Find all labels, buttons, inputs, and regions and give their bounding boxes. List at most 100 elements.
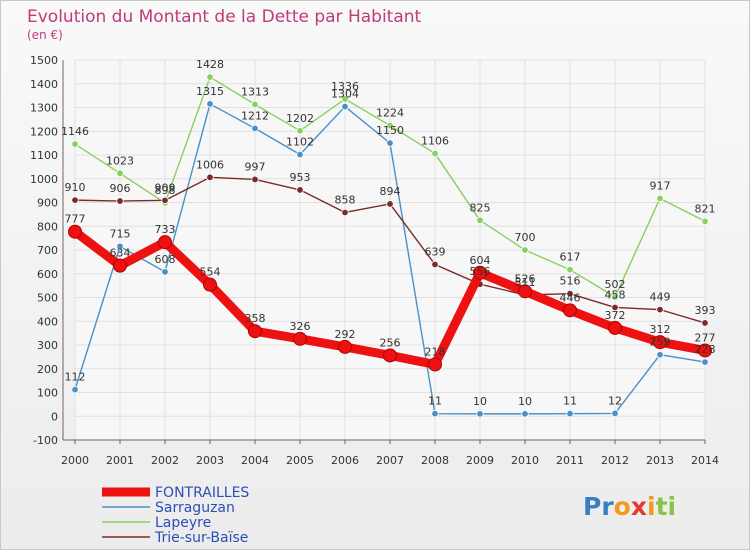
y-tick-label: 1300 <box>30 102 58 115</box>
y-tick-label: 100 <box>37 387 58 400</box>
data-label: 12 <box>608 394 622 407</box>
data-label: 1224 <box>376 107 404 120</box>
y-tick-label: 1100 <box>30 149 58 162</box>
x-tick-label: 2004 <box>241 454 269 467</box>
data-point <box>521 410 529 418</box>
data-point <box>653 335 667 350</box>
x-tick-label: 2010 <box>511 454 539 467</box>
data-point <box>431 149 439 158</box>
legend-item-label: Lapeyre <box>155 515 211 531</box>
data-label: 446 <box>560 291 581 304</box>
data-point <box>611 409 619 418</box>
data-label: 228 <box>695 343 716 356</box>
series-lapeyre <box>71 73 709 301</box>
data-point <box>701 319 709 327</box>
data-point <box>341 208 349 217</box>
data-point <box>428 357 442 372</box>
data-label: 1146 <box>61 125 89 138</box>
data-label: 1006 <box>196 158 224 171</box>
data-point <box>251 175 259 184</box>
data-label: 1304 <box>331 88 359 101</box>
logo-letter: t <box>656 492 668 521</box>
data-point <box>563 303 577 318</box>
data-point <box>338 339 352 354</box>
y-tick-label: 1500 <box>30 54 58 67</box>
data-point <box>383 348 397 363</box>
data-point <box>386 200 394 208</box>
logo-text: Proxiti <box>583 492 676 521</box>
data-label: 10 <box>518 395 532 408</box>
y-tick-label: 500 <box>37 292 58 305</box>
logo-letter: x <box>631 492 647 521</box>
x-tick-label: 2013 <box>646 454 674 467</box>
data-point <box>116 242 124 251</box>
data-label: 953 <box>290 171 311 184</box>
data-label: 825 <box>470 201 491 214</box>
data-point <box>113 258 127 273</box>
data-label: 326 <box>290 320 311 333</box>
data-label: 358 <box>245 312 266 325</box>
data-label: 11 <box>563 395 577 408</box>
legend: FONTRAILLESSarraguzanLapeyreTrie-sur-Baï… <box>102 485 249 546</box>
data-label: 634 <box>110 247 131 260</box>
chart-title: Evolution du Montant de la Dette par Hab… <box>27 7 422 27</box>
data-point <box>518 284 532 299</box>
data-label: 256 <box>380 336 401 349</box>
data-label: 292 <box>335 328 356 341</box>
data-label: 917 <box>650 179 671 192</box>
data-point <box>203 277 217 292</box>
data-label: 639 <box>425 245 446 258</box>
data-point <box>158 235 172 250</box>
y-tick-label: 600 <box>37 268 58 281</box>
y-tick-label: 800 <box>37 220 58 233</box>
data-point <box>161 196 169 205</box>
data-label: 1336 <box>331 80 359 93</box>
data-label: 898 <box>155 184 176 197</box>
data-point <box>611 293 619 301</box>
data-label: 608 <box>155 253 176 266</box>
y-tick-label: 300 <box>37 339 58 352</box>
data-point <box>341 95 349 103</box>
data-label: 910 <box>65 181 86 194</box>
data-label: 733 <box>155 223 176 236</box>
data-label: 715 <box>110 227 131 240</box>
data-label: 11 <box>428 395 442 408</box>
data-point <box>206 73 214 81</box>
legend-item-label: Sarraguzan <box>155 500 235 516</box>
legend-item-label: FONTRAILLES <box>155 485 249 501</box>
data-label: 526 <box>515 272 536 285</box>
data-label: 458 <box>605 288 626 301</box>
data-point <box>431 409 439 418</box>
x-tick-label: 2014 <box>691 454 719 467</box>
series-sarraguzan <box>71 100 709 418</box>
data-point <box>608 320 622 335</box>
data-label: 1106 <box>421 135 449 148</box>
data-point <box>386 139 394 147</box>
data-label: 259 <box>650 336 671 349</box>
y-tick-label: 200 <box>37 363 58 376</box>
y-tick-label: 1000 <box>30 173 58 186</box>
legend-item-label: Trie-sur-Baïse <box>154 530 248 546</box>
data-label: 556 <box>470 265 491 278</box>
data-point <box>431 260 439 269</box>
proxiti-logo: Proxiti <box>583 492 676 521</box>
data-point <box>116 197 124 205</box>
y-tick-label: 1200 <box>30 125 58 138</box>
data-point <box>476 216 484 225</box>
data-point <box>566 409 574 418</box>
data-label: 1315 <box>196 85 224 98</box>
x-tick-label: 2007 <box>376 454 404 467</box>
data-point <box>386 121 394 130</box>
data-point <box>611 303 619 312</box>
x-tick-label: 2011 <box>556 454 584 467</box>
data-label: 909 <box>155 181 176 194</box>
data-label: 511 <box>515 276 536 289</box>
data-label: 700 <box>515 231 536 244</box>
y-tick-label: 400 <box>37 315 58 328</box>
data-point <box>206 173 214 182</box>
data-label: 858 <box>335 193 356 206</box>
data-label: 1202 <box>286 112 314 125</box>
data-point <box>476 410 484 418</box>
data-label: 554 <box>200 266 221 279</box>
